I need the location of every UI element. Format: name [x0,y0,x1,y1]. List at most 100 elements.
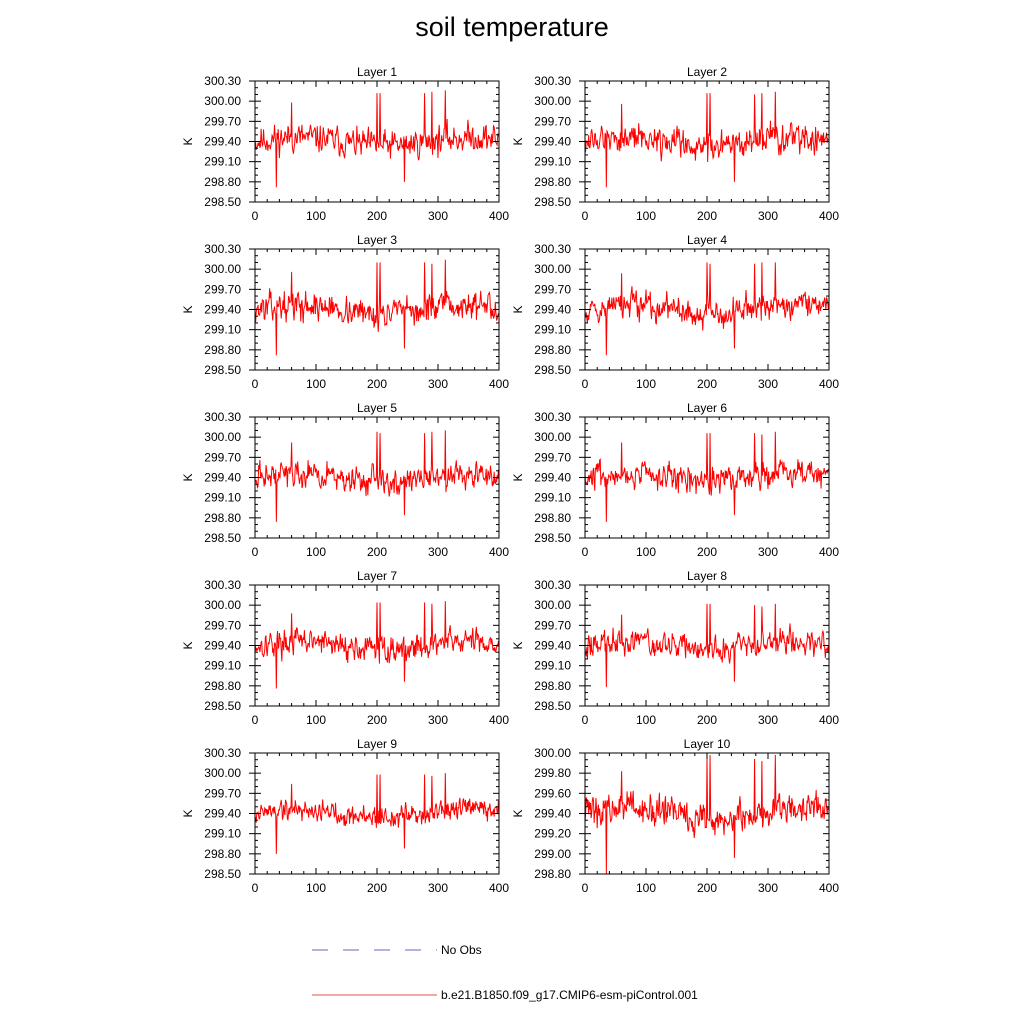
panel-title: Layer 7 [357,569,397,583]
panel-title: Layer 8 [687,569,727,583]
y-tick-label: 299.10 [534,659,571,673]
x-tick-label: 100 [636,713,656,727]
x-tick-label: 200 [367,209,387,223]
y-tick-label: 300.30 [534,578,571,592]
y-tick-label: 300.30 [534,242,571,256]
y-axis-label: K [181,137,195,145]
y-tick-label: 299.10 [204,659,241,673]
x-tick-label: 200 [697,713,717,727]
panel-5: Layer 5 K 0 100 200 300 400 300.30 300.00 299.70 2… [181,401,509,559]
y-tick-label: 299.10 [204,323,241,337]
x-tick-label: 300 [758,209,778,223]
y-tick-label: 298.50 [204,531,241,545]
y-tick-label: 299.40 [534,471,571,485]
y-tick-label: 299.70 [204,282,241,296]
series-line [254,773,499,854]
chart-title: soil temperature [415,12,609,42]
x-tick-label: 200 [697,377,717,391]
y-tick-label: 298.50 [204,867,241,881]
y-tick-label: 300.30 [534,410,571,424]
panel-4: Layer 4 K 0 100 200 300 400 300.30 300.00 299.70 2… [511,233,839,391]
y-tick-label: 299.40 [204,135,241,149]
y-tick-label: 298.80 [534,679,571,693]
x-tick-label: 0 [582,209,589,223]
y-tick-label: 299.40 [534,639,571,653]
x-tick-label: 400 [489,377,509,391]
series-line [584,603,829,688]
y-axis-label: K [181,809,195,817]
panel-title: Layer 9 [357,737,397,751]
panel-3: Layer 3 K 0 100 200 300 400 300.30 300.00 299.70 2… [181,233,509,391]
x-tick-label: 0 [582,545,589,559]
y-tick-label: 298.50 [534,699,571,713]
y-tick-label: 300.00 [534,262,571,276]
y-axis-label: K [511,641,525,649]
x-tick-label: 0 [252,209,259,223]
x-tick-label: 100 [306,377,326,391]
panel-title: Layer 6 [687,401,727,415]
panel-title: Layer 5 [357,401,397,415]
panel-2: Layer 2 K 0 100 200 300 400 300.30 300.00 299.70 2… [511,65,839,223]
y-tick-label: 298.80 [204,511,241,525]
x-tick-label: 200 [697,209,717,223]
panel-10: Layer 10 K 0 100 200 300 400 300.00 299.80 299.60… [511,737,839,895]
y-tick-label: 298.80 [204,679,241,693]
y-tick-label: 298.50 [204,195,241,209]
series-line [254,90,499,188]
y-axis-label: K [511,305,525,313]
y-tick-label: 299.10 [534,491,571,505]
y-tick-label: 299.70 [204,618,241,632]
y-tick-label: 299.40 [204,639,241,653]
y-tick-label: 299.70 [534,282,571,296]
y-tick-label: 299.80 [534,766,571,780]
y-tick-label: 299.10 [204,155,241,169]
y-tick-label: 300.00 [204,430,241,444]
y-tick-label: 299.10 [534,323,571,337]
x-tick-label: 300 [428,545,448,559]
y-tick-label: 299.40 [204,471,241,485]
series-line [584,262,829,356]
x-tick-label: 200 [697,545,717,559]
y-tick-label: 300.00 [534,94,571,108]
y-tick-label: 299.70 [204,450,241,464]
x-tick-label: 100 [636,209,656,223]
x-tick-label: 300 [758,545,778,559]
x-tick-label: 200 [367,377,387,391]
x-tick-label: 300 [428,881,448,895]
panel-6: Layer 6 K 0 100 200 300 400 300.30 300.00 299.70 2… [511,401,839,559]
y-axis-label: K [181,305,195,313]
y-tick-label: 299.10 [204,827,241,841]
x-tick-label: 400 [819,377,839,391]
panel-title: Layer 10 [684,737,731,751]
panel-7: Layer 7 K 0 100 200 300 400 300.30 300.00 299.70 2… [181,569,509,727]
y-tick-label: 299.20 [534,827,571,841]
series-line [254,259,499,356]
x-tick-label: 100 [306,713,326,727]
y-tick-label: 298.80 [204,847,241,861]
x-tick-label: 400 [819,713,839,727]
y-tick-label: 298.80 [204,343,241,357]
panel-title: Layer 2 [687,65,727,79]
x-tick-label: 400 [819,209,839,223]
x-tick-label: 300 [428,377,448,391]
series-line [584,91,829,188]
y-tick-label: 299.40 [534,135,571,149]
x-tick-label: 400 [489,545,509,559]
y-tick-label: 300.30 [534,74,571,88]
y-tick-label: 299.00 [534,847,571,861]
x-tick-label: 100 [306,881,326,895]
y-tick-label: 300.30 [204,578,241,592]
x-tick-label: 200 [367,881,387,895]
y-tick-label: 299.70 [534,618,571,632]
y-tick-label: 300.30 [204,74,241,88]
y-axis-label: K [181,641,195,649]
series-line [254,430,499,522]
panel-title: Layer 4 [687,233,727,247]
series-line [584,431,829,522]
panel-title: Layer 3 [357,233,397,247]
x-tick-label: 0 [582,881,589,895]
x-tick-label: 100 [306,545,326,559]
y-tick-label: 299.70 [534,114,571,128]
y-axis-label: K [511,473,525,481]
